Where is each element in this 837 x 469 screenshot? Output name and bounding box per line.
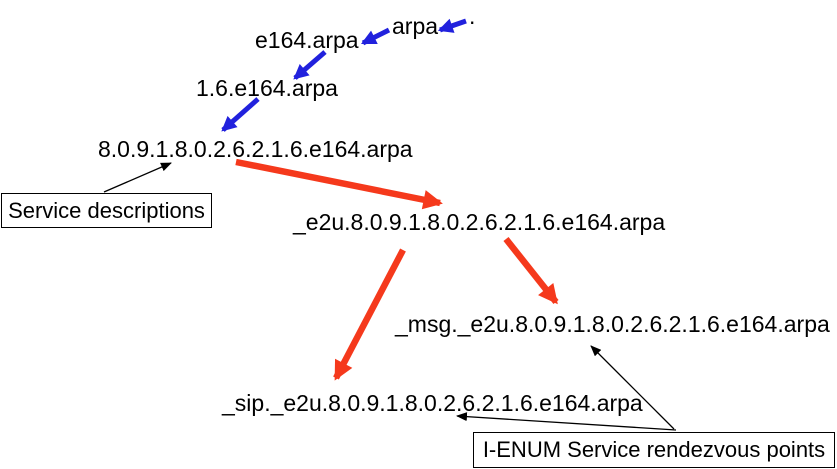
service-arrow-e2u-to-msg <box>503 236 559 305</box>
delegation-arrow-e164-to-1-6 <box>293 50 327 80</box>
delegation-arrow-arpa-to-e164 <box>360 27 391 46</box>
node-number-domain: 8.0.9.1.8.0.2.6.2.1.6.e164.arpa <box>98 136 413 162</box>
callout-ienum-rendezvous: I-ENUM Service rendezvous points <box>473 432 835 468</box>
callout-arrow-rendezvous-to-sip <box>456 412 677 431</box>
callout-arrow-descr-to-number <box>103 162 172 193</box>
node-msg-domain: _msg._e2u.8.0.9.1.8.0.2.6.2.1.6.e164.arp… <box>395 311 830 337</box>
node-e2u-domain: _e2u.8.0.9.1.8.0.2.6.2.1.6.e164.arpa <box>293 209 666 235</box>
node-e164-arpa: e164.arpa <box>255 27 359 53</box>
node-dns-root: . <box>469 3 476 29</box>
callout-service-descriptions: Service descriptions <box>1 193 212 228</box>
callout-arrow-rendezvous-to-msg <box>590 345 675 430</box>
node-arpa: arpa <box>392 13 439 39</box>
node-sip-domain: _sip._e2u.8.0.9.1.8.0.2.6.2.1.6.e164.arp… <box>222 390 643 416</box>
service-arrow-e2u-to-sip <box>333 248 406 381</box>
node-1-6-e164-arpa: 1.6.e164.arpa <box>196 75 338 101</box>
service-arrow-number-to-e2u <box>235 158 443 210</box>
delegation-arrow-root-to-arpa <box>437 18 467 33</box>
delegation-arrow-1-6-to-number <box>221 97 260 132</box>
